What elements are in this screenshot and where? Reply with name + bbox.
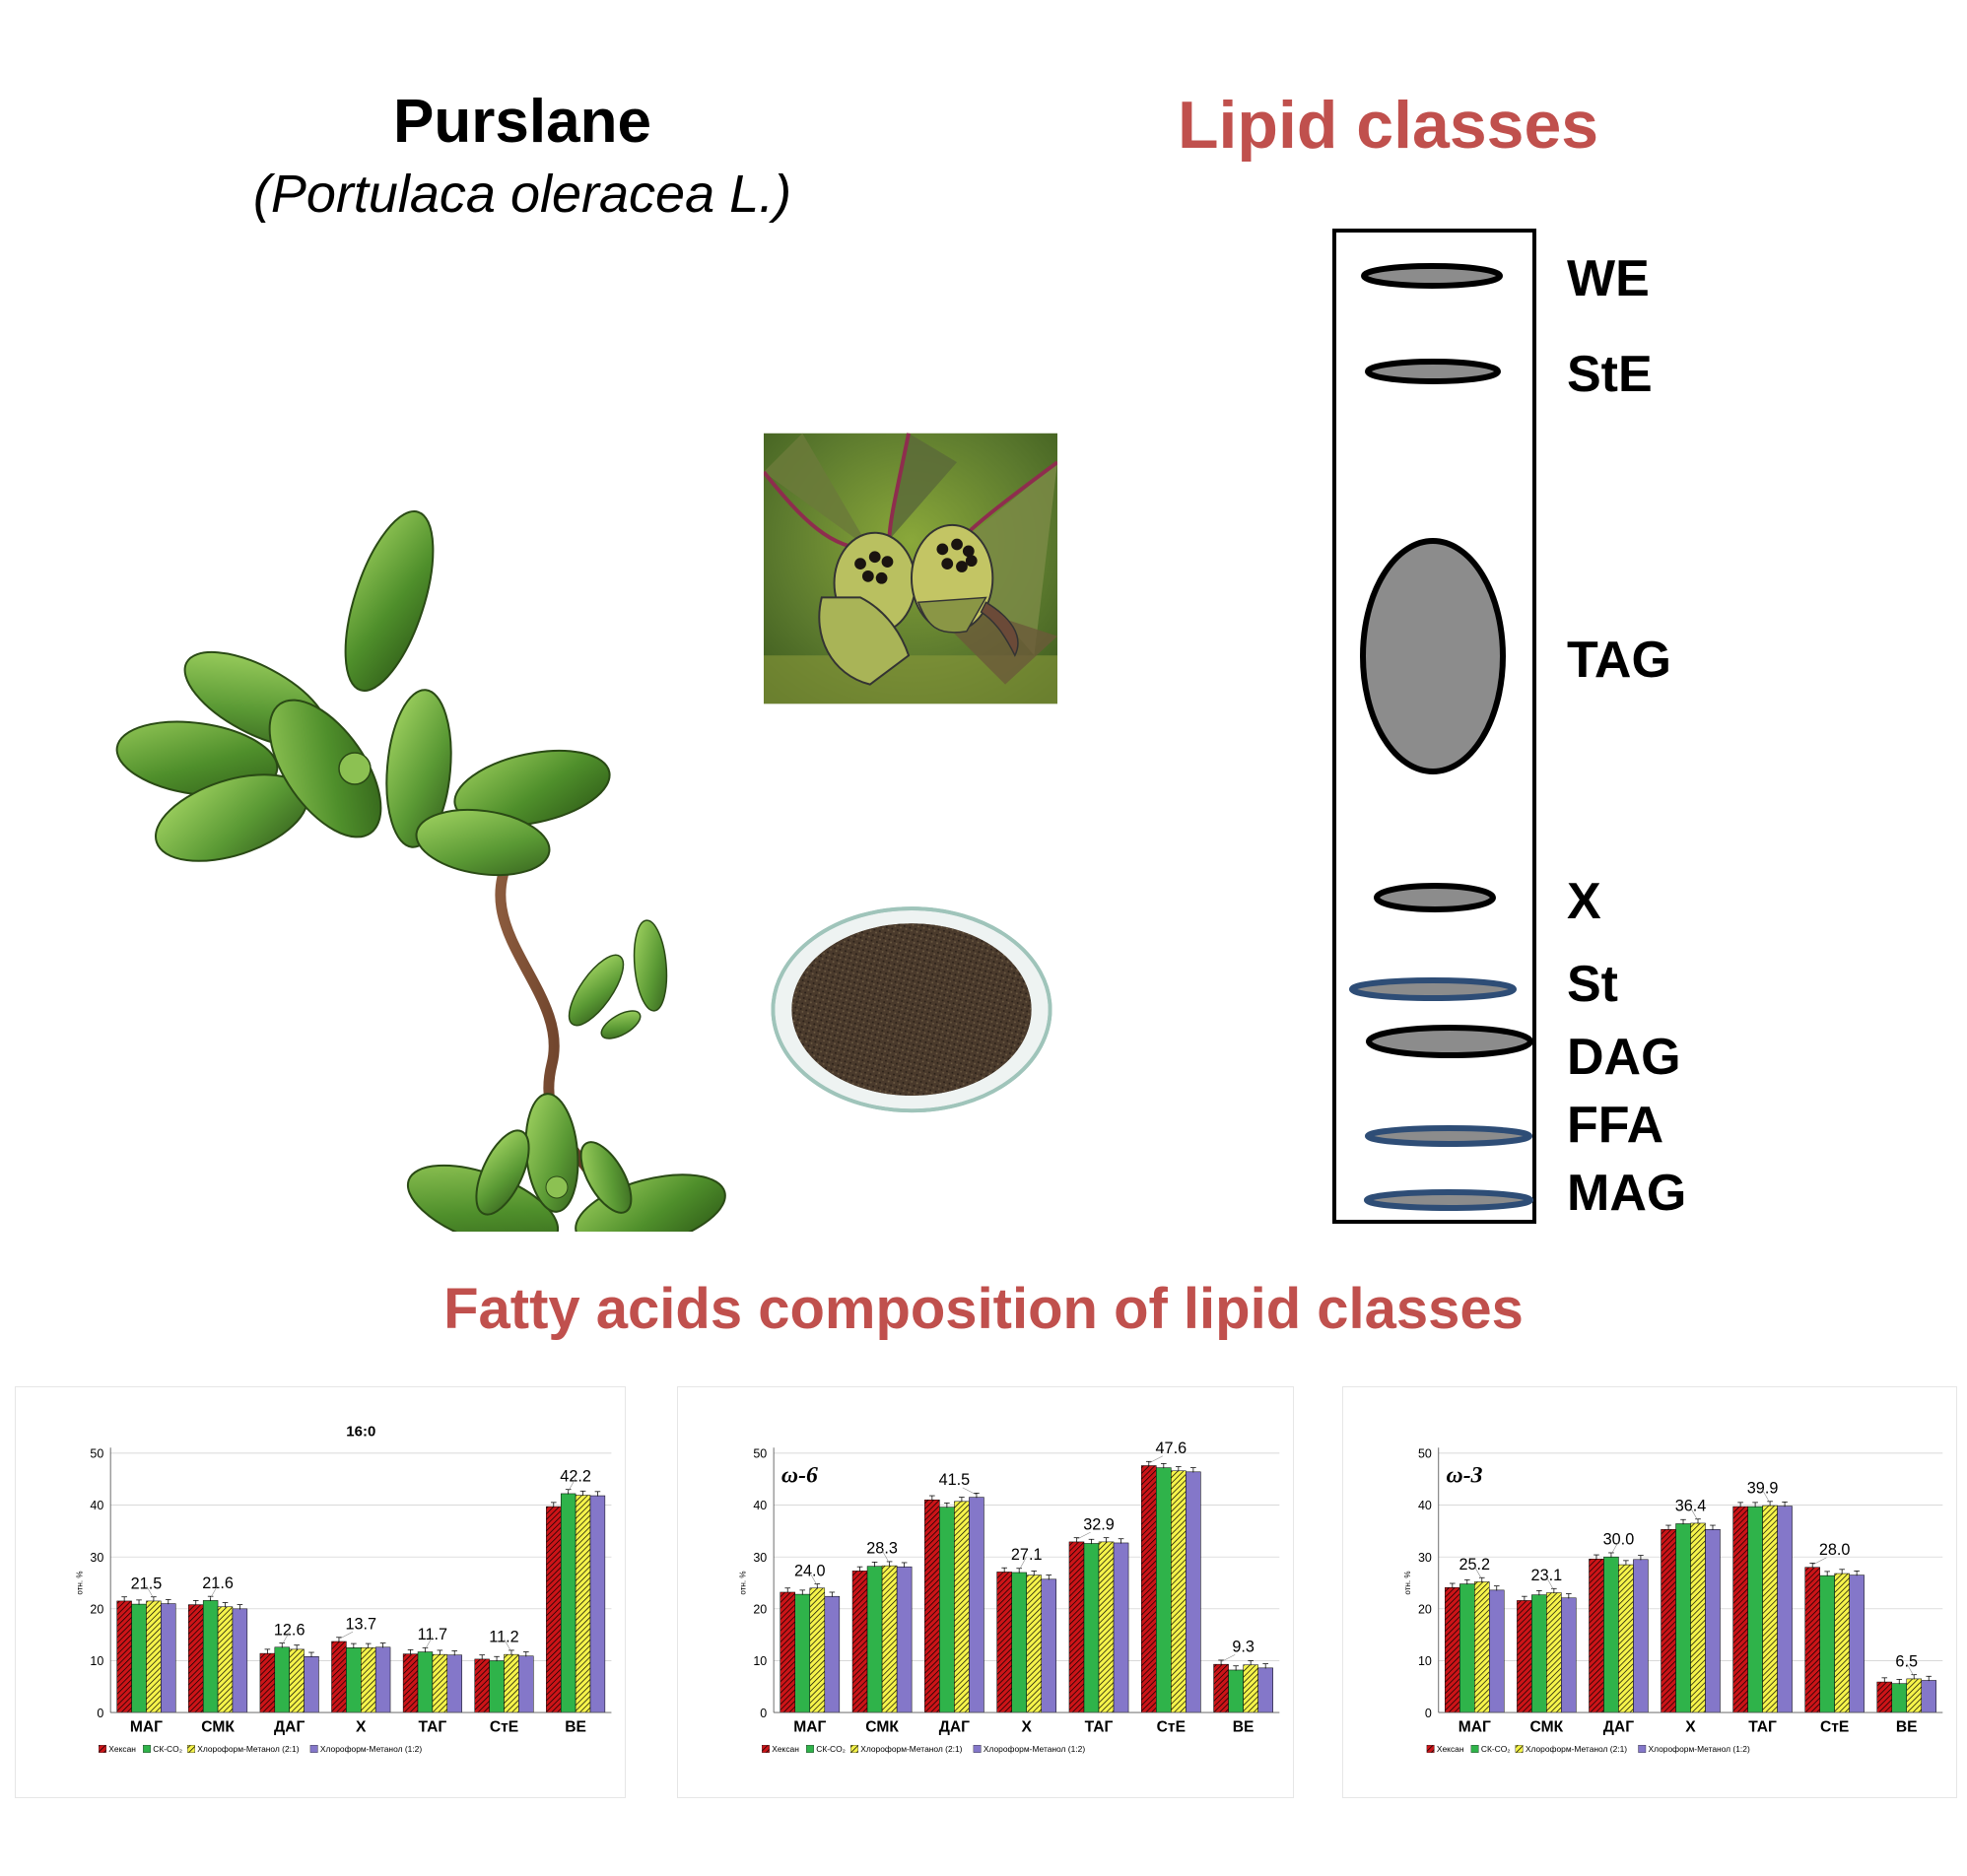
svg-text:25.2: 25.2 <box>1458 1556 1490 1574</box>
svg-text:ВЕ: ВЕ <box>1896 1718 1918 1735</box>
svg-text:11.7: 11.7 <box>418 1626 447 1643</box>
svg-text:50: 50 <box>90 1447 103 1461</box>
svg-text:21.6: 21.6 <box>202 1574 234 1592</box>
svg-text:28.3: 28.3 <box>866 1540 898 1558</box>
svg-text:МАГ: МАГ <box>1458 1718 1491 1735</box>
svg-text:MAG: MAG <box>1567 1165 1686 1222</box>
svg-text:32.9: 32.9 <box>1083 1515 1115 1533</box>
svg-text:23.1: 23.1 <box>1531 1567 1563 1584</box>
svg-text:30.0: 30.0 <box>1603 1531 1635 1549</box>
svg-text:ВЕ: ВЕ <box>1233 1718 1255 1735</box>
svg-text:ТАГ: ТАГ <box>419 1718 447 1735</box>
svg-text:СМК: СМК <box>865 1718 899 1735</box>
svg-text:СК-CO₂: СК-CO₂ <box>1481 1744 1511 1754</box>
svg-text:X: X <box>1567 873 1601 930</box>
svg-text:0: 0 <box>97 1707 103 1720</box>
svg-text:16:0: 16:0 <box>346 1424 375 1440</box>
svg-text:СтЕ: СтЕ <box>490 1718 518 1735</box>
svg-text:ТАГ: ТАГ <box>1748 1718 1777 1735</box>
svg-text:СМК: СМК <box>201 1718 235 1735</box>
svg-text:40: 40 <box>1418 1499 1432 1512</box>
svg-text:36.4: 36.4 <box>1675 1497 1707 1514</box>
svg-text:СК-CO₂: СК-CO₂ <box>816 1744 846 1754</box>
svg-text:50: 50 <box>1418 1447 1432 1461</box>
svg-text:Хексан: Хексан <box>772 1744 799 1754</box>
svg-text:40: 40 <box>90 1499 103 1512</box>
svg-text:47.6: 47.6 <box>1156 1440 1187 1457</box>
svg-text:11.2: 11.2 <box>489 1629 518 1646</box>
svg-text:StE: StE <box>1567 346 1653 403</box>
svg-text:отн. %: отн. % <box>1403 1571 1412 1594</box>
svg-text:9.3: 9.3 <box>1232 1639 1255 1656</box>
svg-text:6.5: 6.5 <box>1895 1652 1918 1670</box>
svg-text:Хлороформ-Метанол (1:2): Хлороформ-Метанол (1:2) <box>984 1744 1085 1754</box>
svg-text:МАГ: МАГ <box>793 1718 826 1735</box>
svg-text:ω-6: ω-6 <box>781 1463 818 1489</box>
svg-text:10: 10 <box>753 1654 767 1668</box>
svg-text:28.0: 28.0 <box>1819 1541 1851 1559</box>
svg-text:Хлороформ-Метанол (2:1): Хлороформ-Метанол (2:1) <box>1526 1744 1627 1754</box>
svg-text:TAG: TAG <box>1567 632 1671 689</box>
svg-text:27.1: 27.1 <box>1011 1546 1043 1564</box>
svg-text:СК-CO₂: СК-CO₂ <box>153 1744 182 1754</box>
svg-text:WE: WE <box>1567 250 1650 307</box>
svg-text:СтЕ: СтЕ <box>1157 1718 1186 1735</box>
svg-text:ДАГ: ДАГ <box>1603 1718 1634 1735</box>
svg-text:отн. %: отн. % <box>75 1571 84 1594</box>
svg-text:ДАГ: ДАГ <box>274 1718 305 1735</box>
svg-text:0: 0 <box>1425 1707 1432 1720</box>
svg-text:Хексан: Хексан <box>1437 1744 1464 1754</box>
svg-text:ω-3: ω-3 <box>1447 1463 1483 1489</box>
svg-text:20: 20 <box>1418 1602 1432 1616</box>
svg-text:Х: Х <box>356 1718 367 1735</box>
svg-text:24.0: 24.0 <box>794 1562 826 1579</box>
svg-text:20: 20 <box>90 1602 103 1616</box>
svg-text:МАГ: МАГ <box>130 1718 163 1735</box>
svg-text:Хлороформ-Метанол (1:2): Хлороформ-Метанол (1:2) <box>1649 1744 1750 1754</box>
svg-text:FFA: FFA <box>1567 1097 1663 1154</box>
svg-text:12.6: 12.6 <box>274 1621 305 1639</box>
svg-text:41.5: 41.5 <box>939 1471 971 1489</box>
svg-text:42.2: 42.2 <box>560 1467 591 1485</box>
svg-text:30: 30 <box>753 1551 767 1565</box>
svg-text:Хексан: Хексан <box>108 1744 136 1754</box>
svg-text:ВЕ: ВЕ <box>565 1718 586 1735</box>
svg-text:Х: Х <box>1021 1718 1032 1735</box>
svg-text:St: St <box>1567 956 1618 1013</box>
svg-text:СтЕ: СтЕ <box>1820 1718 1849 1735</box>
svg-text:Х: Х <box>1685 1718 1696 1735</box>
svg-text:DAG: DAG <box>1567 1029 1681 1086</box>
svg-text:Хлороформ-Метанол (2:1): Хлороформ-Метанол (2:1) <box>860 1744 962 1754</box>
svg-text:отн. %: отн. % <box>738 1571 747 1594</box>
svg-text:ТАГ: ТАГ <box>1085 1718 1114 1735</box>
svg-text:13.7: 13.7 <box>345 1615 376 1633</box>
svg-text:ДАГ: ДАГ <box>939 1718 970 1735</box>
svg-text:39.9: 39.9 <box>1747 1480 1779 1498</box>
svg-text:10: 10 <box>1418 1654 1432 1668</box>
svg-text:50: 50 <box>753 1447 767 1461</box>
svg-text:30: 30 <box>1418 1551 1432 1565</box>
svg-text:40: 40 <box>753 1499 767 1512</box>
svg-text:20: 20 <box>753 1602 767 1616</box>
svg-text:СМК: СМК <box>1530 1718 1564 1735</box>
svg-text:21.5: 21.5 <box>131 1574 163 1592</box>
svg-text:Хлороформ-Метанол (2:1): Хлороформ-Метанол (2:1) <box>197 1744 299 1754</box>
svg-text:0: 0 <box>760 1707 767 1720</box>
svg-text:Хлороформ-Метанол (1:2): Хлороформ-Метанол (1:2) <box>320 1744 422 1754</box>
svg-text:30: 30 <box>90 1551 103 1565</box>
svg-text:10: 10 <box>90 1654 103 1668</box>
